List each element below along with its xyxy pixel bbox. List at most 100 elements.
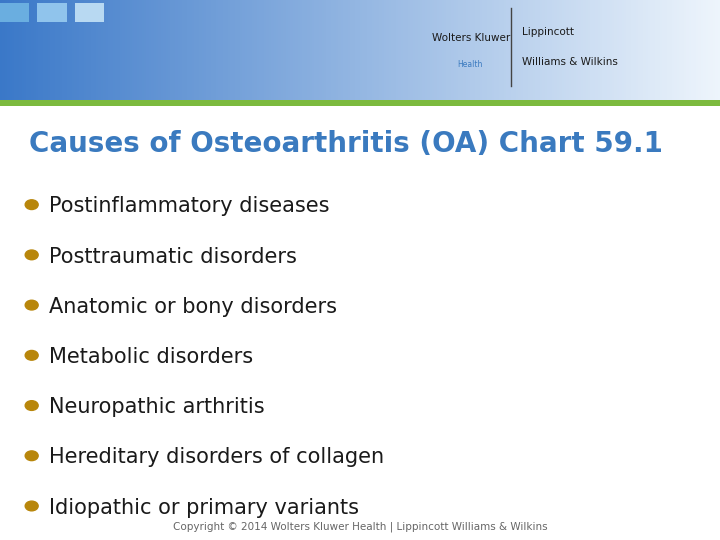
Bar bbox=[593, 0, 595, 100]
Bar bbox=[166, 0, 168, 100]
Bar bbox=[441, 0, 444, 100]
Bar bbox=[271, 0, 274, 100]
Bar bbox=[657, 0, 660, 100]
Bar bbox=[686, 0, 689, 100]
Bar bbox=[557, 0, 559, 100]
Bar bbox=[341, 0, 343, 100]
Bar bbox=[585, 0, 588, 100]
Bar bbox=[245, 0, 247, 100]
Bar bbox=[610, 0, 612, 100]
Bar bbox=[531, 0, 533, 100]
Bar bbox=[567, 0, 569, 100]
Bar bbox=[173, 0, 175, 100]
Bar bbox=[53, 0, 55, 100]
Bar bbox=[425, 0, 427, 100]
Bar bbox=[648, 0, 650, 100]
Bar bbox=[252, 0, 254, 100]
Bar bbox=[84, 0, 86, 100]
Bar bbox=[315, 0, 317, 100]
Bar bbox=[619, 0, 621, 100]
Bar bbox=[470, 0, 473, 100]
Bar bbox=[614, 0, 617, 100]
Bar bbox=[698, 0, 701, 100]
Bar bbox=[279, 0, 281, 100]
Bar bbox=[27, 0, 29, 100]
Bar bbox=[297, 0, 300, 100]
Bar bbox=[650, 0, 653, 100]
Bar bbox=[394, 0, 396, 100]
Bar bbox=[9, 0, 12, 100]
Bar bbox=[171, 0, 173, 100]
Bar bbox=[574, 0, 576, 100]
Bar bbox=[91, 0, 94, 100]
Bar bbox=[446, 0, 449, 100]
Bar bbox=[461, 0, 463, 100]
Bar bbox=[662, 0, 665, 100]
Bar bbox=[153, 0, 156, 100]
Bar bbox=[482, 0, 485, 100]
Bar bbox=[329, 0, 331, 100]
Bar bbox=[415, 0, 418, 100]
Bar bbox=[254, 0, 257, 100]
Bar bbox=[211, 0, 214, 100]
Bar bbox=[437, 0, 439, 100]
Bar bbox=[389, 0, 391, 100]
Bar bbox=[324, 0, 326, 100]
Bar bbox=[290, 0, 293, 100]
Bar bbox=[405, 0, 408, 100]
Bar bbox=[207, 0, 209, 100]
Bar bbox=[276, 0, 279, 100]
Bar bbox=[29, 0, 31, 100]
Bar bbox=[554, 0, 557, 100]
Bar bbox=[221, 0, 223, 100]
Bar bbox=[475, 0, 477, 100]
Bar bbox=[331, 0, 333, 100]
Bar bbox=[139, 0, 142, 100]
Bar bbox=[34, 0, 36, 100]
Bar bbox=[223, 0, 225, 100]
Bar bbox=[693, 0, 696, 100]
Bar bbox=[288, 0, 290, 100]
Bar bbox=[595, 0, 598, 100]
Bar bbox=[346, 0, 348, 100]
Bar bbox=[293, 0, 295, 100]
Bar bbox=[175, 0, 178, 100]
Bar bbox=[235, 0, 238, 100]
Text: Lippincott: Lippincott bbox=[522, 27, 574, 37]
Bar bbox=[247, 0, 250, 100]
Bar bbox=[631, 0, 634, 100]
Bar bbox=[466, 0, 468, 100]
Bar bbox=[310, 0, 312, 100]
Bar bbox=[225, 0, 228, 100]
Bar bbox=[542, 0, 545, 100]
Bar bbox=[547, 0, 549, 100]
Bar bbox=[343, 0, 346, 100]
Bar bbox=[518, 0, 521, 100]
Bar bbox=[480, 0, 482, 100]
Bar bbox=[113, 0, 115, 100]
Bar bbox=[379, 0, 382, 100]
Bar bbox=[430, 0, 432, 100]
Bar bbox=[513, 0, 516, 100]
Bar bbox=[477, 0, 480, 100]
Bar bbox=[506, 0, 509, 100]
Bar bbox=[408, 0, 410, 100]
Bar bbox=[101, 0, 103, 100]
Bar bbox=[55, 0, 58, 100]
Bar bbox=[115, 0, 117, 100]
Bar bbox=[423, 0, 425, 100]
Bar bbox=[369, 0, 372, 100]
Bar bbox=[117, 0, 120, 100]
Bar bbox=[581, 0, 583, 100]
Bar bbox=[240, 0, 243, 100]
Bar bbox=[274, 0, 276, 100]
Bar bbox=[144, 0, 146, 100]
Bar bbox=[163, 0, 166, 100]
Bar bbox=[348, 0, 351, 100]
Bar bbox=[187, 0, 189, 100]
Bar bbox=[182, 0, 185, 100]
Bar bbox=[12, 0, 14, 100]
Bar bbox=[564, 0, 567, 100]
Bar bbox=[362, 0, 365, 100]
Bar bbox=[653, 0, 655, 100]
